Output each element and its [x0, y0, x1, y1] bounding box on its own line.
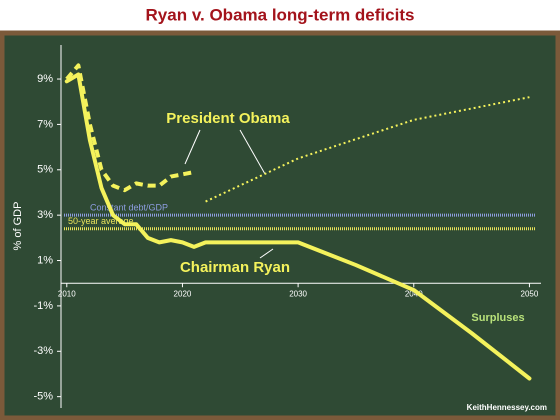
y-tick-label: 7%: [37, 118, 53, 130]
y-tick-label: -5%: [33, 391, 53, 403]
x-tick-label: 2010: [58, 289, 76, 298]
arrow: [239, 129, 266, 175]
annotation: Surpluses: [471, 312, 524, 324]
series-line: [205, 96, 530, 203]
chalkboard: [0, 30, 560, 420]
arrows: [184, 129, 274, 259]
x-tick-label: 2050: [521, 289, 539, 298]
series-label: Chairman Ryan: [180, 259, 290, 276]
x-tick-label: 2040: [405, 289, 423, 298]
x-tick-label: 2020: [174, 289, 192, 298]
arrow: [184, 129, 201, 165]
reference-label: Constant debt/GDP: [90, 203, 168, 213]
credit: KeithHennessey.com: [467, 403, 547, 412]
series-label: President Obama: [166, 110, 290, 127]
chart-title: Ryan v. Obama long-term deficits: [146, 5, 415, 24]
y-tick-label: -1%: [33, 300, 53, 312]
y-tick-label: 9%: [37, 73, 53, 85]
reference-label: 50-year average: [68, 216, 134, 226]
y-tick-label: 1%: [37, 254, 53, 266]
arrow: [259, 248, 274, 259]
y-tick-label: 3%: [37, 209, 53, 221]
series-line: [65, 63, 195, 193]
y-tick-label: 5%: [37, 164, 53, 176]
series-line: [64, 72, 532, 381]
x-tick-label: 2030: [289, 289, 307, 298]
y-axis-label: % of GDP: [12, 202, 24, 251]
y-tick-label: -3%: [33, 345, 53, 357]
